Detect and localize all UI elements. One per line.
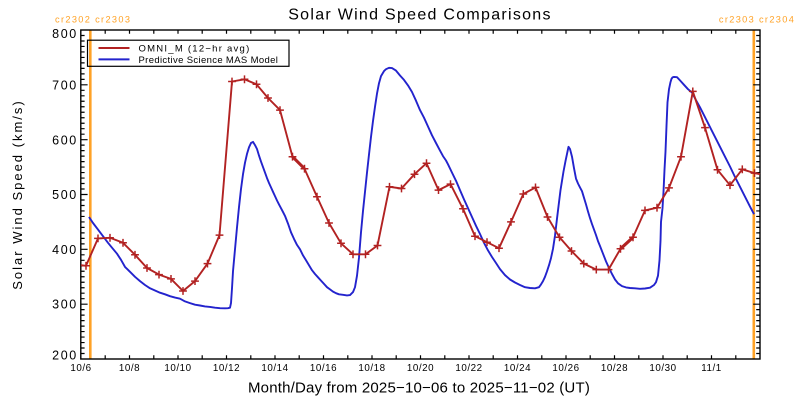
svg-text:Month/Day from 2025−10−06 to 2: Month/Day from 2025−10−06 to 2025−11−02 …: [248, 380, 590, 397]
svg-text:800: 800: [52, 27, 78, 41]
svg-text:400: 400: [52, 243, 78, 257]
svg-text:cr2302 cr2303: cr2302 cr2303: [55, 14, 131, 24]
svg-text:OMNI_M (12−hr avg): OMNI_M (12−hr avg): [139, 43, 251, 54]
svg-text:10/18: 10/18: [358, 363, 385, 374]
svg-text:10/10: 10/10: [164, 363, 191, 374]
svg-text:300: 300: [52, 298, 78, 312]
svg-text:200: 200: [52, 348, 78, 362]
svg-text:10/30: 10/30: [649, 363, 676, 374]
svg-text:10/12: 10/12: [213, 363, 240, 374]
svg-text:Solar Wind Speed (km/s): Solar Wind Speed (km/s): [10, 99, 25, 290]
svg-text:600: 600: [52, 133, 78, 147]
svg-text:10/16: 10/16: [310, 363, 337, 374]
svg-text:cr2303 cr2304: cr2303 cr2304: [719, 14, 795, 24]
svg-text:10/6: 10/6: [70, 363, 91, 374]
svg-text:500: 500: [52, 188, 78, 202]
svg-text:10/14: 10/14: [261, 363, 288, 374]
svg-text:Predictive Science MAS Model: Predictive Science MAS Model: [139, 55, 279, 66]
svg-text:700: 700: [52, 78, 78, 92]
svg-text:10/8: 10/8: [119, 363, 140, 374]
svg-text:10/24: 10/24: [504, 363, 531, 374]
svg-text:11/1: 11/1: [701, 363, 722, 374]
svg-text:10/28: 10/28: [601, 363, 628, 374]
svg-text:10/26: 10/26: [552, 363, 579, 374]
svg-text:Solar Wind Speed Comparisons: Solar Wind Speed Comparisons: [288, 7, 552, 24]
svg-text:10/20: 10/20: [407, 363, 434, 374]
svg-text:10/22: 10/22: [455, 363, 482, 374]
